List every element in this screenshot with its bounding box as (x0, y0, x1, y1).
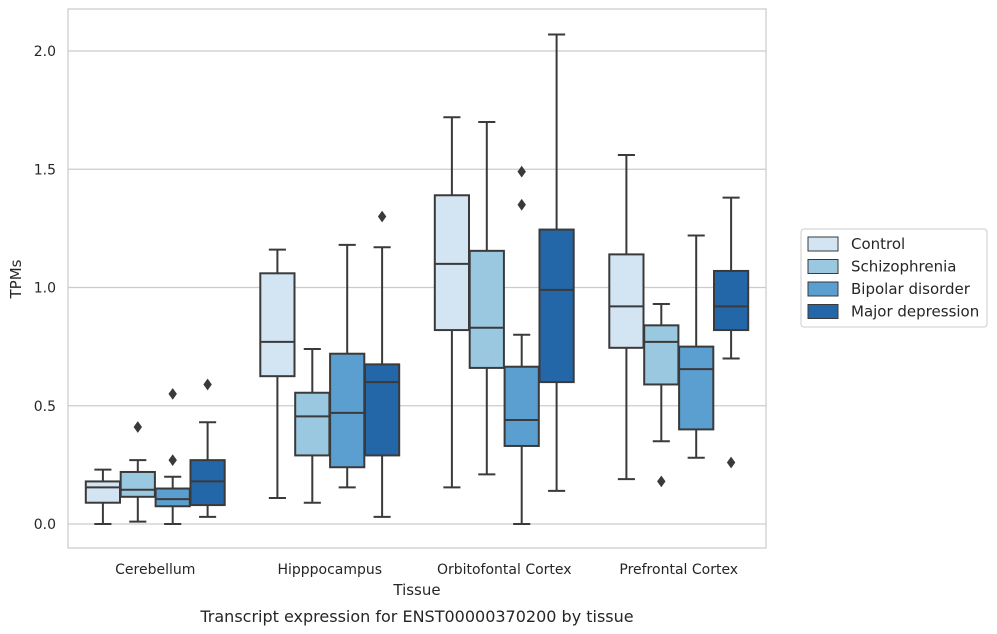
legend-label-major-depression: Major depression (851, 303, 979, 321)
legend-label-schizophrenia: Schizophrenia (851, 258, 956, 276)
box-bipolar-disorder-orbitofontal-cortex (503, 165, 540, 525)
legend-swatch-major-depression (807, 304, 839, 319)
box-schizophrenia-prefrontal-cortex (643, 303, 680, 488)
x-tick-label: Hipppocampus (277, 562, 382, 578)
legend-label-control: Control (851, 235, 905, 253)
box-control-hipppocampus (259, 248, 296, 499)
box-control-cerebellum (84, 468, 122, 525)
legend-label-bipolar-disorder: Bipolar disorder (851, 280, 971, 298)
iqr-box (433, 194, 471, 332)
box-major-depression-cerebellum (189, 378, 226, 518)
figure-caption: Transcript expression for ENST0000037020… (199, 607, 633, 626)
y-tick-label: 1.0 (34, 281, 56, 297)
box-control-orbitofontal-cortex (433, 116, 471, 489)
box-major-depression-orbitofontal-cortex (538, 33, 575, 492)
outlier-point (517, 165, 526, 178)
y-axis-ticks: 0.0 0.5 1.0 1.5 2.0 (34, 44, 56, 533)
box-schizophrenia-hipppocampus (294, 347, 331, 504)
box-schizophrenia-cerebellum (119, 421, 156, 523)
iqr-box (259, 272, 296, 378)
outlier-point (657, 475, 666, 488)
iqr-box (678, 345, 715, 431)
iqr-box (329, 352, 366, 469)
iqr-box (84, 480, 122, 504)
y-tick-label: 0.0 (34, 517, 56, 533)
iqr-box (538, 228, 575, 384)
legend-swatch-bipolar-disorder (807, 281, 839, 297)
box-bipolar-disorder-prefrontal-cortex (678, 234, 715, 459)
box-schizophrenia-orbitofontal-cortex (468, 120, 505, 476)
plot-area-frame (67, 8, 767, 549)
box-bipolar-disorder-cerebellum (154, 388, 191, 525)
iqr-box (154, 487, 191, 508)
gridlines (68, 50, 766, 525)
outlier-point (726, 456, 736, 469)
x-axis-ticks: Cerebellum Hipppocampus Orbitofontal Corte… (115, 562, 738, 578)
box-layer (84, 33, 750, 525)
outlier-point (377, 210, 387, 223)
legend: Control Schizophrenia Bipolar disorder Majo… (800, 228, 988, 328)
outlier-point (203, 378, 212, 391)
iqr-box (643, 324, 680, 386)
x-axis-label: Tissue (392, 581, 440, 599)
iqr-box (189, 459, 226, 507)
iqr-box (468, 249, 505, 369)
iqr-box (503, 365, 540, 447)
box-major-depression-hipppocampus (363, 210, 401, 518)
iqr-box (712, 269, 750, 332)
outlier-point (133, 421, 143, 433)
x-tick-label: Orbitofontal Cortex (437, 562, 572, 578)
legend-frame (800, 228, 988, 328)
iqr-box (119, 470, 156, 498)
outlier-point (517, 198, 526, 211)
y-tick-label: 2.0 (34, 44, 56, 60)
box-control-prefrontal-cortex (608, 154, 645, 481)
outlier-point (168, 388, 177, 400)
legend-swatch-control (807, 236, 839, 252)
iqr-box (608, 253, 645, 349)
y-tick-label: 1.5 (34, 162, 56, 178)
box-bipolar-disorder-hipppocampus (329, 243, 366, 489)
iqr-box (363, 363, 401, 457)
y-tick-label: 0.5 (34, 399, 56, 415)
iqr-box (294, 391, 331, 457)
legend-swatch-schizophrenia (807, 259, 839, 274)
y-axis-label: TPMs (7, 259, 25, 299)
outlier-point (168, 454, 177, 467)
x-tick-label: Prefrontal Cortex (619, 562, 738, 578)
box-major-depression-prefrontal-cortex (712, 196, 750, 469)
x-tick-label: Cerebellum (115, 562, 195, 578)
